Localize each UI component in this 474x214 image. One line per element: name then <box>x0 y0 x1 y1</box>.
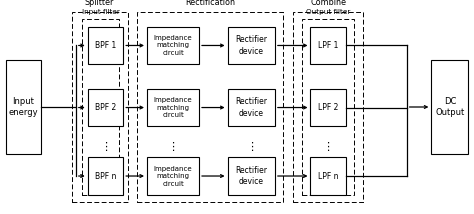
Bar <box>72 12 128 202</box>
Text: LPF 1: LPF 1 <box>318 41 338 50</box>
Text: Impedance
matching
circuit: Impedance matching circuit <box>154 97 192 118</box>
Text: Impedance
matching
circuit: Impedance matching circuit <box>154 35 192 56</box>
Text: ⋮: ⋮ <box>167 142 179 152</box>
Text: BPF 1: BPF 1 <box>95 41 116 50</box>
Text: Combine: Combine <box>310 0 346 7</box>
Text: Impedance
matching
circuit: Impedance matching circuit <box>154 165 192 187</box>
Bar <box>88 89 123 126</box>
Bar <box>310 27 346 64</box>
Text: DC
Output: DC Output <box>435 97 465 117</box>
Bar <box>147 89 199 126</box>
Bar <box>302 19 354 195</box>
Bar <box>310 89 346 126</box>
Bar <box>431 60 468 154</box>
Bar <box>137 12 283 202</box>
Bar <box>228 157 275 195</box>
Text: LPF n: LPF n <box>318 171 338 181</box>
Text: BPF 2: BPF 2 <box>95 103 116 112</box>
Bar <box>6 60 41 154</box>
Text: Splitter: Splitter <box>85 0 114 7</box>
Text: Input filter: Input filter <box>82 9 119 15</box>
Text: Rectifier
device: Rectifier device <box>235 98 267 117</box>
Bar <box>88 157 123 195</box>
Bar <box>82 19 118 195</box>
Text: Output filter: Output filter <box>306 9 350 15</box>
Text: Rectifier
device: Rectifier device <box>235 166 267 186</box>
Text: ⋮: ⋮ <box>100 142 111 152</box>
Text: BPF n: BPF n <box>95 171 116 181</box>
Text: Input
energy: Input energy <box>9 97 38 117</box>
Text: ⋮: ⋮ <box>246 142 257 152</box>
Text: Rectifier
device: Rectifier device <box>235 36 267 55</box>
Bar <box>147 27 199 64</box>
Text: Rectification: Rectification <box>185 0 235 7</box>
Bar <box>228 89 275 126</box>
Bar <box>293 12 363 202</box>
Bar <box>310 157 346 195</box>
Text: ⋮: ⋮ <box>322 142 334 152</box>
Bar <box>88 27 123 64</box>
Text: LPF 2: LPF 2 <box>318 103 338 112</box>
Bar <box>228 27 275 64</box>
Bar <box>147 157 199 195</box>
